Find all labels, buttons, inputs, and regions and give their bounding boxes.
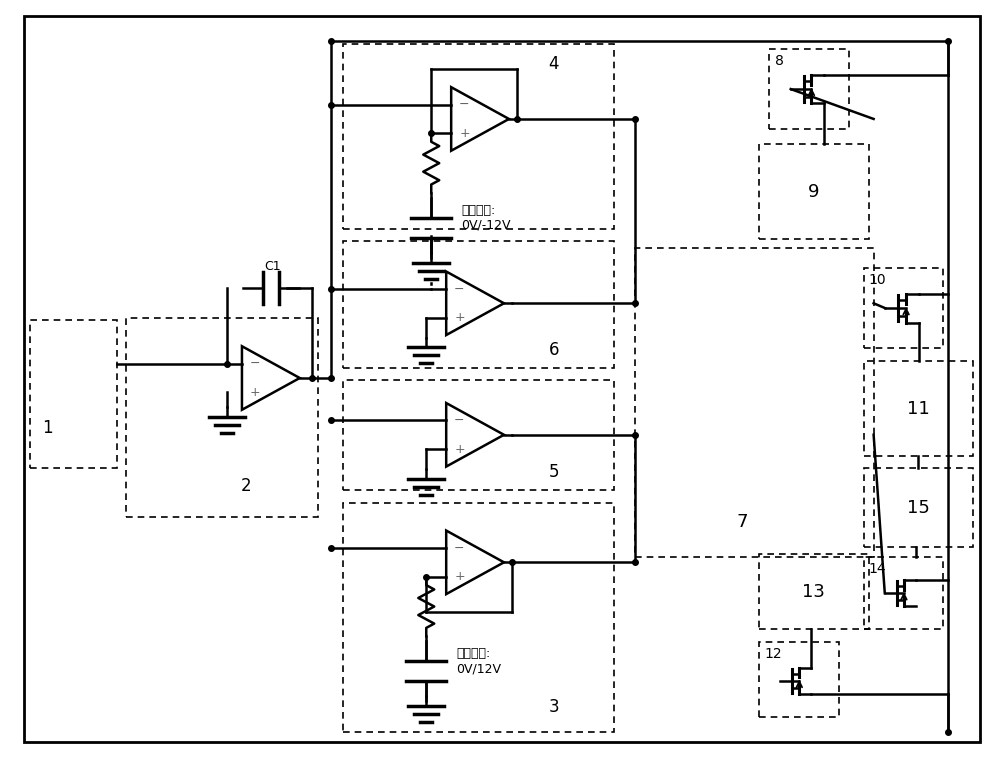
Text: 1: 1 bbox=[42, 419, 53, 437]
Text: 6: 6 bbox=[549, 341, 559, 359]
Bar bbox=[30, 320, 117, 468]
Bar bbox=[759, 144, 869, 239]
Text: −: − bbox=[454, 414, 465, 427]
Bar bbox=[343, 240, 614, 368]
Text: 9: 9 bbox=[808, 183, 820, 201]
Text: +: + bbox=[459, 127, 470, 139]
Text: 12: 12 bbox=[764, 647, 782, 661]
Bar bbox=[864, 361, 973, 456]
Text: 10: 10 bbox=[869, 274, 886, 287]
Text: 8: 8 bbox=[775, 54, 784, 68]
Text: C1: C1 bbox=[265, 260, 281, 273]
Text: −: − bbox=[459, 98, 470, 111]
Text: 7: 7 bbox=[736, 513, 748, 531]
Bar bbox=[864, 468, 973, 547]
Text: +: + bbox=[250, 386, 261, 399]
Bar bbox=[343, 44, 614, 229]
Text: 4: 4 bbox=[549, 55, 559, 74]
Text: 阁値电压:
0V/12V: 阁値电压: 0V/12V bbox=[456, 647, 501, 675]
Text: 5: 5 bbox=[549, 462, 559, 481]
Text: 阁値电压:
0V/-12V: 阁値电压: 0V/-12V bbox=[461, 204, 511, 232]
Text: +: + bbox=[454, 570, 465, 583]
Text: +: + bbox=[454, 311, 465, 324]
Bar bbox=[635, 249, 874, 557]
Bar bbox=[864, 268, 943, 348]
Text: 11: 11 bbox=[907, 400, 930, 418]
Text: −: − bbox=[454, 283, 465, 296]
Text: 2: 2 bbox=[241, 477, 251, 495]
Text: +: + bbox=[454, 443, 465, 456]
Text: 3: 3 bbox=[548, 698, 559, 716]
Bar bbox=[343, 380, 614, 490]
Bar bbox=[126, 318, 318, 518]
Bar bbox=[769, 49, 849, 129]
Text: 14: 14 bbox=[869, 562, 886, 576]
Bar bbox=[759, 554, 869, 629]
Text: −: − bbox=[454, 541, 465, 555]
Bar bbox=[864, 557, 943, 629]
Text: 13: 13 bbox=[802, 583, 825, 601]
Bar bbox=[759, 642, 839, 717]
Bar bbox=[343, 503, 614, 731]
Text: −: − bbox=[250, 357, 260, 370]
Text: 15: 15 bbox=[907, 499, 930, 516]
